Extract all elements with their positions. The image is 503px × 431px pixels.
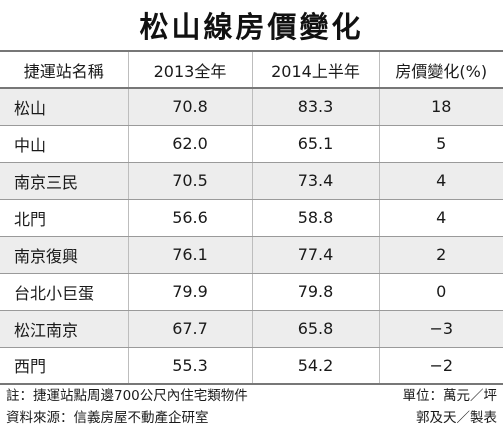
- price-2013: 55.3: [127, 347, 252, 385]
- price-2013: 70.5: [127, 162, 252, 200]
- footer-line-2: 資料來源：信義房屋不動產企研室 郭及天／製表: [0, 406, 503, 426]
- price-2013: 79.9: [127, 273, 252, 311]
- price-2013: 76.1: [127, 236, 252, 274]
- table-row: 西門 55.3 54.2 −2: [0, 347, 503, 385]
- station-name: 西門: [0, 347, 128, 385]
- table-row: 松江南京 67.7 65.8 −3: [0, 310, 503, 348]
- price-2014h1: 65.8: [251, 310, 379, 348]
- price-change: −2: [378, 347, 503, 385]
- station-name: 中山: [0, 125, 128, 163]
- station-name: 松山: [0, 88, 128, 126]
- station-name: 南京三民: [0, 162, 128, 200]
- price-2014h1: 58.8: [251, 199, 379, 237]
- price-2014h1: 73.4: [251, 162, 379, 200]
- title-bar: 松山線房價變化: [0, 0, 503, 50]
- page-title: 松山線房價變化: [139, 10, 364, 44]
- footer-line-1: 註：捷運站點周邊700公尺內住宅類物件 單位：萬元／坪: [0, 384, 503, 404]
- station-name: 松江南京: [0, 310, 128, 348]
- unit-label: 單位：萬元／坪: [402, 388, 498, 404]
- station-name: 北門: [0, 199, 128, 237]
- price-change: −3: [378, 310, 503, 348]
- price-2014h1: 54.2: [251, 347, 379, 385]
- price-table: 捷運站名稱 2013全年 2014上半年 房價變化(%) 松山 70.8 83.…: [0, 50, 503, 385]
- table-header-row: 捷運站名稱 2013全年 2014上半年 房價變化(%): [0, 50, 503, 89]
- header-station: 捷運站名稱: [0, 50, 128, 89]
- station-name: 台北小巨蛋: [0, 273, 128, 311]
- price-2013: 62.0: [127, 125, 252, 163]
- price-change: 4: [378, 199, 503, 237]
- footnote: 註：捷運站點周邊700公尺內住宅類物件: [6, 388, 248, 404]
- table-row: 台北小巨蛋 79.9 79.8 0: [0, 273, 503, 311]
- header-change: 房價變化(%): [378, 50, 503, 89]
- price-2013: 70.8: [127, 88, 252, 126]
- table-row: 中山 62.0 65.1 5: [0, 125, 503, 163]
- table-row: 南京三民 70.5 73.4 4: [0, 162, 503, 200]
- header-2013: 2013全年: [127, 50, 252, 89]
- station-name: 南京復興: [0, 236, 128, 274]
- table-row: 南京復興 76.1 77.4 2: [0, 236, 503, 274]
- price-2014h1: 65.1: [251, 125, 379, 163]
- price-2014h1: 77.4: [251, 236, 379, 274]
- price-2013: 56.6: [127, 199, 252, 237]
- table-row: 北門 56.6 58.8 4: [0, 199, 503, 237]
- price-change: 4: [378, 162, 503, 200]
- price-change: 2: [378, 236, 503, 274]
- table-row: 松山 70.8 83.3 18: [0, 88, 503, 126]
- price-change: 0: [378, 273, 503, 311]
- price-2013: 67.7: [127, 310, 252, 348]
- price-change: 5: [378, 125, 503, 163]
- header-2014h1: 2014上半年: [251, 50, 379, 89]
- price-change: 18: [378, 88, 503, 126]
- source-label: 資料來源：信義房屋不動產企研室: [6, 410, 209, 426]
- price-2014h1: 83.3: [251, 88, 379, 126]
- price-2014h1: 79.8: [251, 273, 379, 311]
- credit-label: 郭及天／製表: [416, 410, 497, 426]
